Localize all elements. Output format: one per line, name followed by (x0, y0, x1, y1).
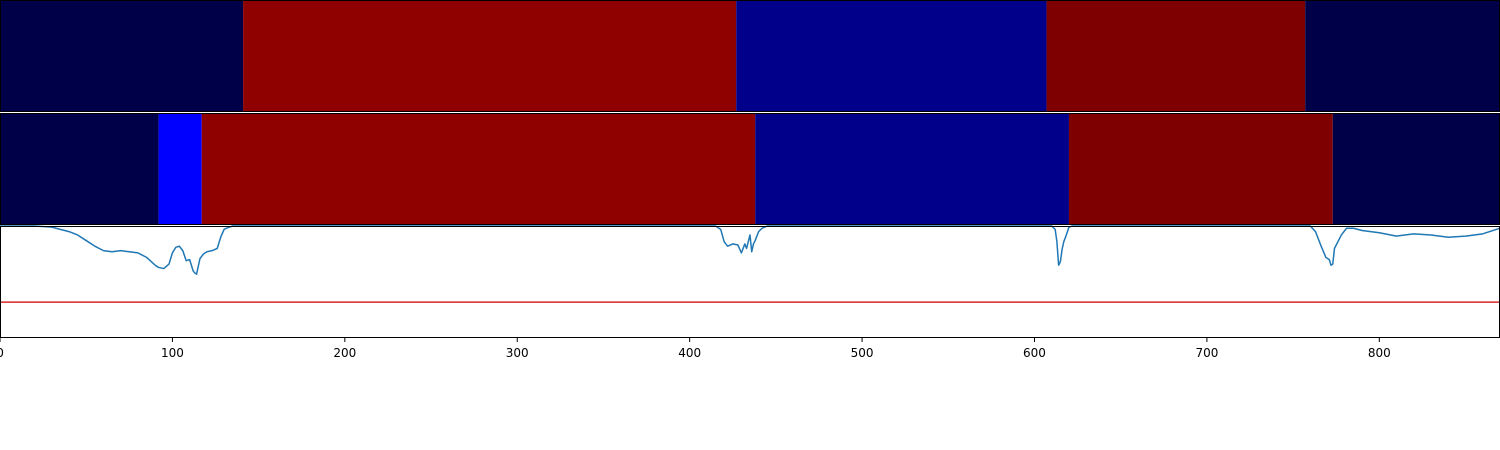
heatmap-segment-2-6 (1332, 113, 1500, 225)
heatmap-segment-1-4 (1046, 0, 1306, 112)
x-tick-label-500: 500 (851, 346, 874, 360)
line-panel-frame (0, 226, 1500, 338)
x-tick-label-200: 200 (333, 346, 356, 360)
heatmap-middle (0, 113, 1500, 225)
x-tick-label-100: 100 (161, 346, 184, 360)
x-tick-label-0: 0 (0, 346, 4, 360)
x-tick-label-300: 300 (506, 346, 529, 360)
series-line (0, 225, 1500, 275)
line-panel (0, 225, 1500, 338)
heatmap-top (0, 0, 1500, 112)
heatmap-segment-1-1 (0, 0, 244, 112)
x-tick-label-400: 400 (678, 346, 701, 360)
heatmap-segment-2-2 (158, 113, 202, 225)
x-tick-label-600: 600 (1023, 346, 1046, 360)
heatmap-segment-2-3 (201, 113, 756, 225)
heatmap-segment-2-5 (1068, 113, 1333, 225)
heatmap-segment-1-3 (736, 0, 1047, 112)
x-axis: 0 100 200 300 400 500 600 700 800 (0, 338, 1391, 360)
x-tick-label-700: 700 (1195, 346, 1218, 360)
heatmap-segment-2-1 (0, 113, 159, 225)
heatmap-segment-2-4 (755, 113, 1069, 225)
heatmap-segment-1-2 (243, 0, 737, 112)
x-tick-label-800: 800 (1368, 346, 1391, 360)
heatmap-segment-1-5 (1305, 0, 1500, 112)
